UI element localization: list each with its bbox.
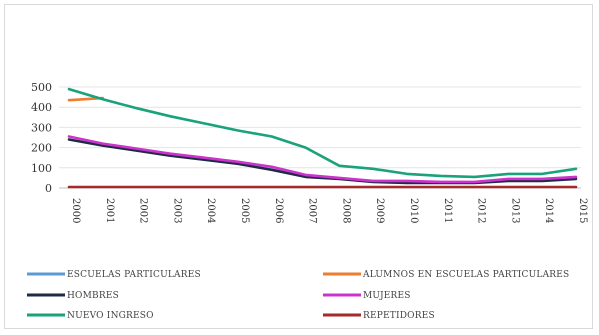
legend-label: ALUMNOS EN ESCUELAS PARTICULARES bbox=[362, 270, 569, 280]
x-tick-label: 2003 bbox=[171, 198, 182, 223]
x-tick-label: 2007 bbox=[307, 198, 318, 223]
series-lines bbox=[67, 87, 578, 189]
x-tick-label: 2005 bbox=[239, 198, 250, 223]
legend-label: NUEVO INGRESO bbox=[67, 311, 154, 321]
gridlines bbox=[59, 86, 581, 189]
x-tick-label: 2013 bbox=[509, 198, 520, 223]
x-tick-label: 2010 bbox=[408, 198, 419, 223]
x-tick-label: 2012 bbox=[476, 198, 487, 223]
legend-label: HOMBRES bbox=[67, 291, 119, 301]
x-tick-label: 2000 bbox=[70, 198, 81, 223]
y-tick-label: 200 bbox=[31, 142, 52, 155]
x-tick-label: 2004 bbox=[205, 198, 216, 223]
x-tick-label: 2009 bbox=[374, 198, 385, 223]
x-tick-label: 2014 bbox=[543, 198, 554, 223]
legend-label: ESCUELAS PARTICULARES bbox=[67, 270, 201, 280]
series-line-nuevo-ingreso bbox=[67, 87, 578, 179]
y-tick-label: 100 bbox=[31, 162, 52, 175]
y-tick-label: 400 bbox=[31, 101, 52, 114]
series-line-hombres bbox=[67, 138, 578, 185]
x-tick-label: 2001 bbox=[104, 198, 115, 223]
x-tick-label: 2006 bbox=[273, 198, 284, 223]
y-axis-ticks: 500 400 300 200 100 0 bbox=[31, 81, 52, 195]
chart-frame: 500 400 300 200 100 0 2000 2001 2002 2003 2004 200… bbox=[4, 4, 593, 329]
y-tick-label: 500 bbox=[31, 81, 52, 94]
series-line-mujeres bbox=[67, 135, 578, 184]
x-axis-ticks: 2000 2001 2002 2003 2004 2005 2006 2007 2008 2009… bbox=[70, 198, 588, 223]
x-tick-label: 2002 bbox=[138, 198, 149, 223]
legend-label: MUJERES bbox=[363, 291, 411, 301]
y-tick-label: 300 bbox=[31, 121, 52, 134]
x-tick-label: 2015 bbox=[577, 198, 588, 223]
x-tick-label: 2011 bbox=[442, 198, 453, 223]
legend-label: REPETIDORES bbox=[363, 311, 435, 321]
y-tick-label: 0 bbox=[45, 182, 52, 195]
x-tick-label: 2008 bbox=[340, 198, 351, 223]
legend: ESCUELAS PARTICULARES ALUMNOS EN ESCUELAS… bbox=[27, 270, 569, 321]
